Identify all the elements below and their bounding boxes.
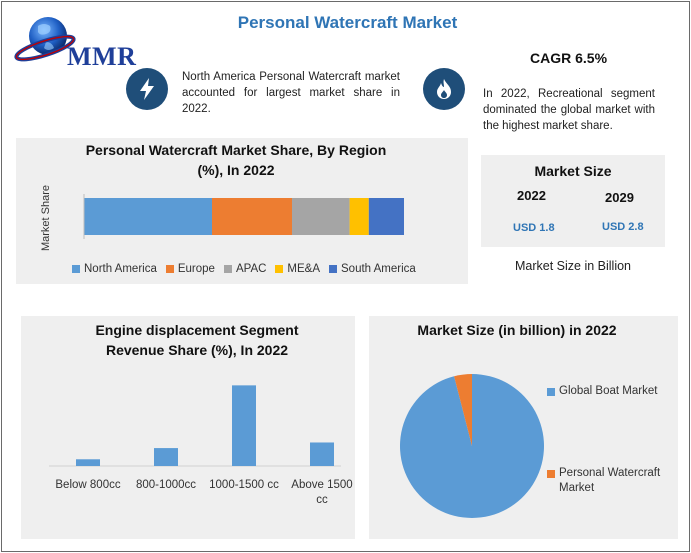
engine-bar-chart: Below 800cc 800-1000cc 1000-1500 cc Above 1… [49, 385, 353, 506]
legend-item-global-boat-market: Global Boat Market [547, 384, 675, 399]
engine-displacement-panel: Engine displacement Segment Revenue Shar… [21, 316, 355, 539]
legend-item-personal-watercraft-market: Personal Watercraft Market [547, 466, 675, 496]
tick-label-below-800cc: Below 800cc [55, 479, 120, 491]
boat-market-pie-chart [400, 374, 544, 518]
legend-label: North America [84, 263, 157, 275]
market-size-unit-note: Market Size in Billion [514, 259, 631, 273]
market-size-value-2029: USD 2.8 [602, 221, 644, 233]
market-size-year-2022: 2022 [517, 188, 546, 203]
bar-800-1000cc [154, 448, 178, 466]
legend-swatch [72, 265, 80, 273]
bar-1000-1500-cc [232, 385, 256, 466]
bar-segment-europe [212, 198, 292, 235]
legend-label: Europe [177, 263, 215, 275]
logo-text: MMR [67, 42, 137, 71]
bar-above-1500-cc [310, 442, 334, 466]
legend-label: APAC [235, 263, 267, 275]
bar-segment-mea [349, 198, 369, 235]
bar-segment-apac [292, 198, 350, 235]
market-size-year-2029: 2029 [605, 190, 634, 205]
tick-label-800-1000cc: 800-1000cc [136, 479, 196, 491]
note-north-america: North America Personal Watercraft market… [182, 71, 400, 115]
region-share-panel: Personal Watercraft Market Share, By Reg… [16, 138, 468, 284]
engine-chart-title: Engine displacement Segment Revenue Shar… [95, 322, 299, 358]
lightning-icon [126, 68, 168, 110]
region-stacked-bar-chart [83, 194, 404, 239]
legend-item-south-america: South America [329, 263, 416, 275]
region-legend: North America Europe APAC ME&A South America [72, 260, 468, 278]
logo: MMR [12, 12, 140, 72]
bar-segment-south-america [368, 198, 404, 235]
cagr-label: CAGR 6.5% [530, 50, 608, 66]
pie-slice-personal-watercraft-market [454, 374, 472, 446]
market-size-title: Market Size [534, 163, 612, 179]
bar-segment-north-america [84, 198, 212, 235]
legend-item-europe: Europe [165, 263, 215, 275]
tick-label-above-1500-cc: Above 1500 cc [291, 479, 352, 506]
legend-label: Personal Watercraft Market [559, 467, 661, 494]
page-title: Personal Watercraft Market [237, 13, 458, 32]
legend-item-mea: ME&A [275, 263, 320, 275]
legend-swatch [547, 388, 555, 396]
legend-label: ME&A [287, 263, 321, 275]
pie-legend: Global Boat Market Personal Watercraft Ma… [547, 384, 675, 496]
legend-swatch [329, 265, 338, 273]
legend-item-apac: APAC [223, 263, 267, 275]
flame-icon [423, 68, 465, 110]
legend-label: Global Boat Market [559, 385, 658, 397]
legend-swatch [275, 265, 284, 273]
region-chart-title: Personal Watercraft Market Share, By Reg… [85, 142, 387, 178]
tick-label-1000-1500-cc: 1000-1500 cc [209, 479, 279, 491]
bar-below-800cc [76, 459, 100, 466]
pie-chart-title: Market Size (in billion) in 2022 [417, 322, 617, 338]
market-size-value-2022: USD 1.8 [513, 222, 555, 234]
legend-swatch [223, 265, 232, 273]
globe-icon [14, 17, 76, 62]
market-size-panel: Market Size 2022 2029 USD 1.8 USD 2.8 [481, 155, 665, 247]
legend-item-north-america: North America [72, 263, 157, 275]
boat-market-panel: Market Size (in billion) in 2022 Global … [369, 316, 678, 539]
legend-label: South America [341, 263, 416, 275]
note-recreational: In 2022, Recreational segment dominated … [483, 88, 655, 132]
legend-swatch [547, 470, 555, 478]
legend-swatch [165, 265, 174, 273]
